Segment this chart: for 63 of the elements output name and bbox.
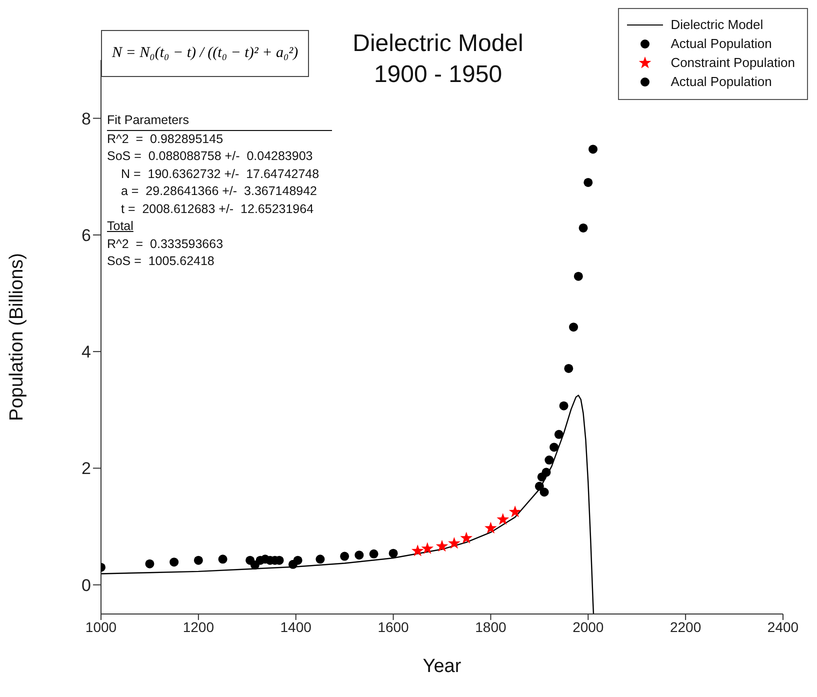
y-tick-label: 0 <box>82 576 91 595</box>
x-tick-label: 1400 <box>280 618 312 635</box>
legend-label: Constraint Population <box>670 55 795 70</box>
point <box>340 552 350 561</box>
point <box>316 554 325 564</box>
point <box>544 456 554 465</box>
y-tick-label: 8 <box>82 109 91 128</box>
point <box>588 144 598 154</box>
point <box>369 549 378 558</box>
point <box>145 559 154 568</box>
legend-label: Actual Population <box>670 36 772 51</box>
point <box>554 430 564 439</box>
x-tick-label: 1600 <box>378 618 410 635</box>
point <box>559 401 568 410</box>
point <box>448 536 460 549</box>
annotation: R^2 = 0.333593663 <box>107 236 224 252</box>
point <box>436 540 448 552</box>
point <box>460 532 473 544</box>
y-axis-title: Population (Billions) <box>6 253 28 421</box>
line-series <box>101 394 594 614</box>
annotation: R^2 = 0.982895145 <box>107 130 224 148</box>
point <box>569 322 578 332</box>
annotation: Total <box>107 218 134 235</box>
point <box>218 554 228 564</box>
point <box>574 272 583 281</box>
x-tick-label: 2400 <box>767 618 799 635</box>
chart-subtitle: 1900 - 1950 <box>372 60 504 90</box>
legend-label: Actual Population <box>670 74 772 89</box>
point <box>354 550 364 560</box>
point <box>496 513 510 525</box>
point <box>564 364 574 373</box>
annotation: N = 190.6362732 +/- 17.64742748 <box>120 166 320 182</box>
point <box>388 548 398 558</box>
x-tick-label: 2000 <box>572 618 604 635</box>
y-tick-label: 4 <box>82 342 91 362</box>
annotation: SoS = 1005.62418 <box>107 253 216 270</box>
point <box>484 522 497 534</box>
point <box>540 488 549 497</box>
annotation: Fit Parameters <box>107 112 332 130</box>
point <box>578 223 588 232</box>
point <box>170 558 179 567</box>
y-tick-label: 6 <box>82 226 91 245</box>
x-tick-label: 2200 <box>670 618 702 635</box>
annotation: t = 2008.612683 +/- 12.65231964 <box>120 200 315 218</box>
y-tick-label: 2 <box>82 459 91 478</box>
x-axis-title: Year <box>422 656 462 677</box>
x-tick-label: 1200 <box>182 618 214 635</box>
point <box>550 442 559 452</box>
point <box>293 556 302 565</box>
chart-title: Dielectric Model <box>352 29 524 59</box>
point <box>584 178 593 187</box>
point <box>508 505 522 518</box>
point <box>542 468 551 477</box>
point <box>194 556 203 565</box>
x-tick-label: 1000 <box>85 618 117 635</box>
point <box>534 482 544 491</box>
annotation: SoS = 0.088088758 +/- 0.04283903 <box>107 148 314 165</box>
legend-label: Dielectric Model <box>670 17 764 32</box>
annotation: a = 29.28641366 +/- 3.367148942 <box>120 183 318 200</box>
point <box>421 542 434 554</box>
point <box>411 544 424 556</box>
annotation: N = N₀(t₀ − t) / ((t₀ − t)² + a₀²) <box>101 30 310 77</box>
x-tick-label: 1800 <box>475 618 506 635</box>
